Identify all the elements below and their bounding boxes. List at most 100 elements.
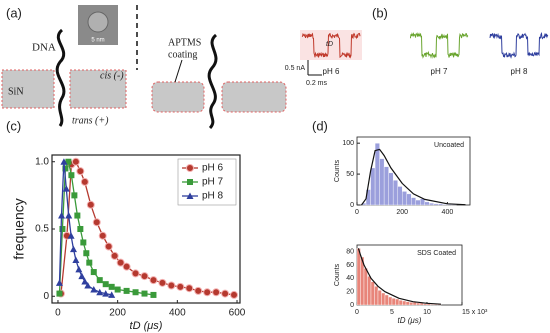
- y-tick-label: 20: [346, 289, 354, 296]
- marker: [65, 212, 73, 219]
- marker: [150, 291, 157, 298]
- marker: [90, 286, 98, 293]
- marker: [72, 256, 80, 263]
- marker: [59, 226, 66, 232]
- marker: [76, 167, 85, 176]
- marker: [140, 272, 149, 281]
- trace-label: pH 7: [431, 67, 448, 76]
- bar: [429, 202, 435, 206]
- marker: [108, 283, 115, 290]
- bar: [367, 276, 372, 306]
- marker: [84, 282, 92, 289]
- bar: [395, 298, 400, 306]
- traces: [300, 30, 549, 60]
- y-tick-label: 0: [43, 291, 49, 302]
- marker: [230, 290, 239, 299]
- series-line: [58, 161, 112, 296]
- fit-curve: [357, 248, 442, 305]
- x-tick-label: 400: [169, 308, 186, 319]
- marker: [65, 158, 72, 165]
- bar: [377, 290, 382, 306]
- marker: [77, 226, 84, 232]
- bar: [388, 172, 394, 206]
- marker: [123, 287, 130, 294]
- bar: [420, 198, 425, 206]
- membrane: [69, 69, 127, 109]
- y-tick-label: 60: [346, 262, 354, 269]
- marker: [69, 245, 77, 253]
- marker: [110, 251, 119, 260]
- marker: [132, 289, 139, 296]
- scale-label: 0.5 nA: [285, 65, 306, 72]
- x-tick-label: 10: [423, 309, 431, 316]
- marker: [212, 288, 221, 297]
- marker: [194, 286, 203, 295]
- bar: [430, 304, 435, 306]
- scale-label: 0.2 ms: [306, 80, 328, 87]
- marker: [122, 262, 131, 271]
- marker: [221, 289, 230, 298]
- marker: [96, 277, 103, 284]
- bar: [370, 167, 376, 206]
- marker: [102, 281, 109, 288]
- trace: [301, 32, 361, 59]
- marker: [96, 288, 104, 296]
- marker: [60, 158, 68, 165]
- marker: [67, 232, 75, 239]
- trace-label: pH 6: [323, 67, 340, 76]
- bar: [406, 193, 412, 206]
- legend-label: pH 8: [202, 191, 224, 202]
- coated-membrane: [221, 81, 287, 113]
- y-tick-label: 50: [346, 171, 354, 178]
- marker: [62, 165, 69, 172]
- bar: [370, 281, 375, 306]
- bar: [415, 199, 421, 206]
- trace: [489, 32, 549, 59]
- marker: [81, 277, 89, 285]
- x-tick-label: 600: [229, 308, 246, 319]
- bar: [388, 296, 393, 306]
- bar: [391, 298, 396, 306]
- bar: [424, 201, 430, 206]
- coated-membrane: [151, 81, 205, 113]
- marker: [92, 218, 101, 227]
- dna-strand: [55, 28, 66, 127]
- trans-label: trans (+): [72, 115, 109, 126]
- panel-label: (b): [372, 5, 388, 20]
- legend-label: pH 7: [202, 177, 224, 188]
- bar: [384, 294, 389, 306]
- y-axis-label: frequency: [11, 198, 27, 259]
- y-tick-label: 40: [346, 275, 354, 282]
- membrane: [1, 69, 55, 109]
- bar: [423, 303, 428, 306]
- marker: [86, 200, 95, 209]
- marker: [102, 290, 110, 297]
- marker: [104, 242, 113, 251]
- bar: [402, 300, 407, 306]
- y-tick-label: 0: [350, 202, 354, 209]
- marker: [149, 276, 158, 285]
- bar: [374, 286, 379, 306]
- marker: [56, 290, 63, 297]
- marker: [203, 288, 212, 297]
- marker: [114, 286, 121, 293]
- marker: [71, 157, 80, 166]
- bar: [416, 302, 421, 306]
- legend-label: pH 6: [202, 163, 224, 174]
- td-label: tD: [326, 41, 333, 48]
- x-tick-label: 200: [109, 308, 126, 319]
- bar: [438, 203, 444, 206]
- x-tick-label: 0: [355, 209, 359, 216]
- dna-label: DNA: [32, 42, 56, 54]
- y-tick-label: 0.5: [35, 224, 49, 235]
- bar: [397, 186, 403, 206]
- y-tick-label: 100: [342, 140, 354, 147]
- y-tick-label: 1.0: [35, 156, 49, 167]
- marker: [74, 212, 81, 219]
- marker: [186, 192, 194, 199]
- fit-curve: [361, 148, 466, 206]
- coating-label: APTMS: [168, 37, 201, 48]
- pointer: [174, 59, 183, 83]
- panel-label: (a): [6, 5, 22, 20]
- marker: [131, 269, 140, 278]
